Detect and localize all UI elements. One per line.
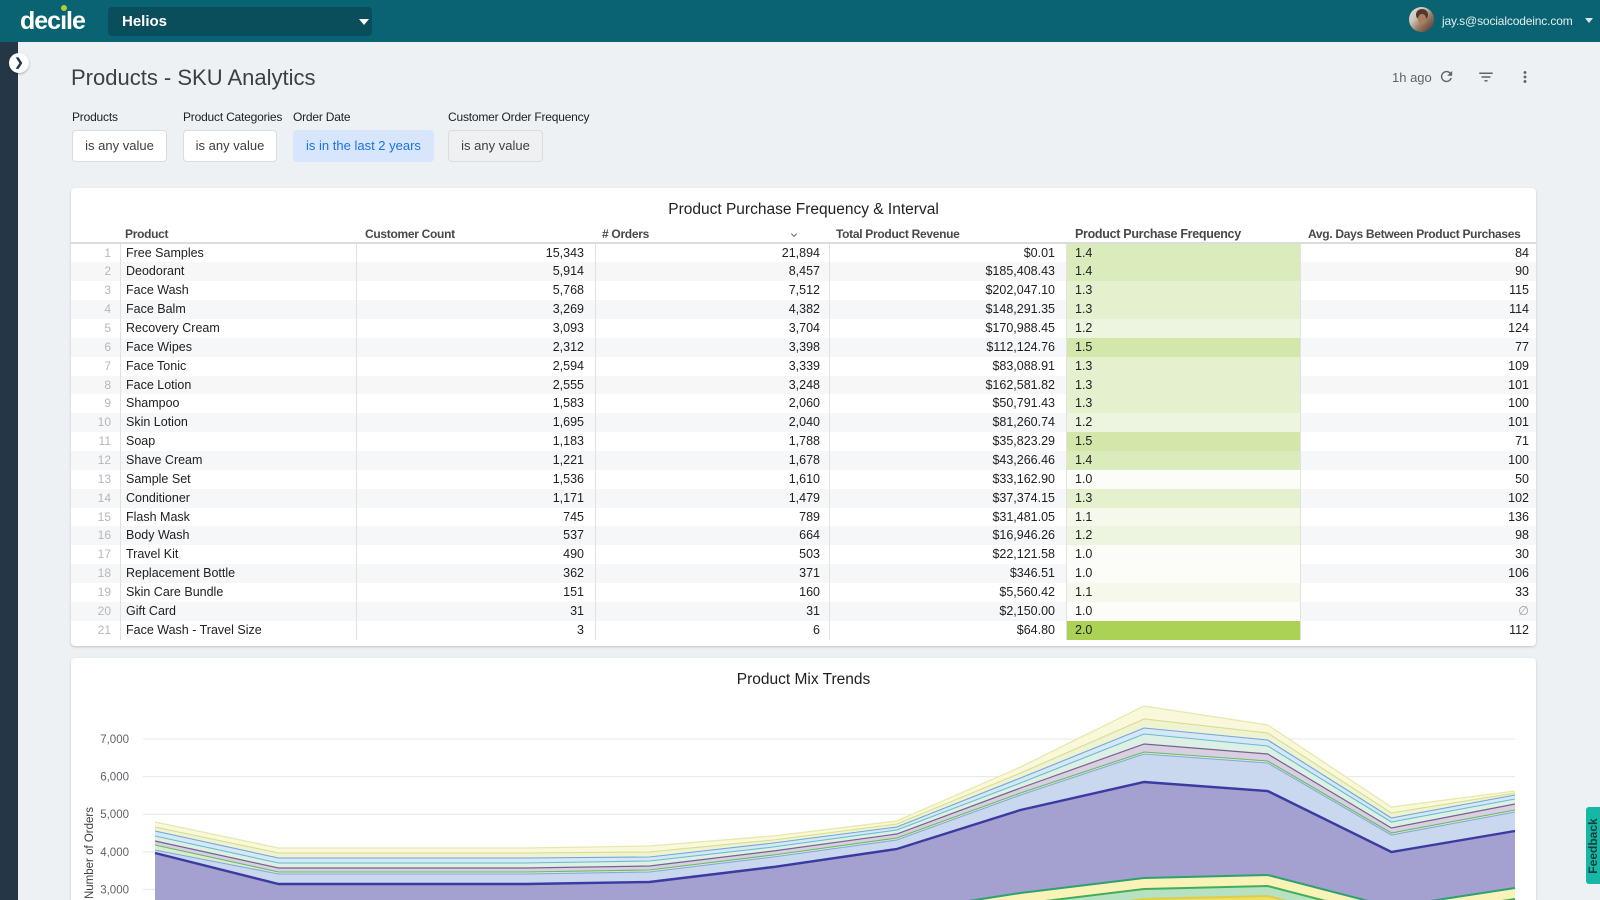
svg-text:7,000: 7,000 <box>100 734 129 746</box>
svg-text:6,000: 6,000 <box>100 772 129 784</box>
svg-text:3,000: 3,000 <box>100 884 129 896</box>
svg-text:4,000: 4,000 <box>100 847 129 859</box>
svg-text:Number of Orders: Number of Orders <box>84 807 96 899</box>
svg-text:5,000: 5,000 <box>100 809 129 821</box>
